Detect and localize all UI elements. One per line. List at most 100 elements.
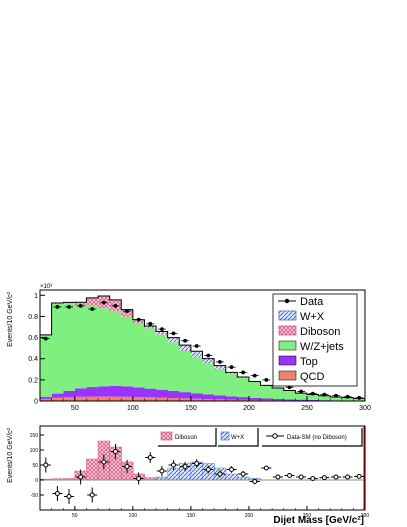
legend-label-wx-small: W+X <box>231 435 244 441</box>
x-tick-label: 250 <box>303 513 312 519</box>
legend-entry-diboson: Diboson <box>278 325 340 338</box>
difference-point <box>54 491 60 496</box>
legend-label-top: Top <box>300 356 318 368</box>
wx-bar <box>190 351 203 358</box>
qcd-bar <box>190 398 203 401</box>
legend-entry-qcd: QCD <box>278 370 325 383</box>
main-y-exponent: ×10³ <box>40 284 52 290</box>
diboson-bar <box>167 341 180 343</box>
data-point <box>113 303 118 308</box>
difference-bars <box>39 440 366 481</box>
difference-point <box>345 474 351 480</box>
wzjets-bar <box>144 328 157 389</box>
main-y-axis: 0 0.2 0.4 0.6 0.8 1 <box>28 293 45 406</box>
wzjets-bar <box>272 388 285 399</box>
diboson-bar <box>156 334 168 335</box>
data-point <box>136 317 141 322</box>
main-panel: 50 100 150 200 250 300 0 0.2 0.4 0.6 0.8 1 ×10³ Ev… <box>7 284 371 412</box>
qcd-bar <box>74 396 87 401</box>
wzjets-bar <box>202 363 215 395</box>
top-bar <box>98 386 110 397</box>
wzjets-bar <box>179 350 192 393</box>
wx-bar <box>225 473 238 481</box>
top-bar <box>132 387 145 397</box>
difference-point <box>229 467 235 472</box>
qcd-bar <box>214 399 227 401</box>
qcd-bar <box>86 396 99 401</box>
top-bar <box>260 398 273 401</box>
data-point <box>125 309 129 314</box>
data-point <box>299 389 304 394</box>
top-bar <box>179 392 192 399</box>
main-y-axis-label: Events/10 GeV/c² <box>7 291 14 347</box>
legend-entry-wzjets: W/Z+jets <box>278 340 344 353</box>
legend-label-diboson: Diboson <box>300 326 340 338</box>
difference-point <box>240 471 246 477</box>
qcd-bar <box>202 398 215 401</box>
difference-point <box>159 468 165 474</box>
x-tick-label: 150 <box>187 513 196 519</box>
wzjets-bar <box>74 305 87 389</box>
wzjets-bar <box>109 310 122 386</box>
difference-point <box>194 461 200 466</box>
legend-label-qcd: QCD <box>300 371 325 383</box>
wzjets-bar <box>225 374 238 397</box>
qcd-bar <box>144 397 157 401</box>
difference-panel: 50 100 150 200 250 300 -50 0 50 100 150 Events/10… <box>7 425 370 526</box>
top-bar <box>190 393 203 399</box>
data-point <box>148 321 153 326</box>
legend-entry-wx-small: W+X <box>218 428 259 447</box>
qcd-bar <box>179 398 192 401</box>
top-bar <box>144 388 157 398</box>
main-x-axis: 50 100 150 200 250 300 <box>51 396 371 412</box>
stacked-bars <box>40 296 366 401</box>
data-point <box>241 370 246 375</box>
top-bar <box>86 387 99 397</box>
diboson-bar <box>86 458 99 481</box>
legend-label-wzjets: W/Z+jets <box>300 341 344 353</box>
wzjets-bar <box>190 357 203 394</box>
wzjets-bar <box>167 342 180 391</box>
data-point <box>171 331 176 336</box>
diboson-bar <box>63 302 76 304</box>
x-tick-label: 100 <box>127 405 139 412</box>
difference-point <box>252 479 258 484</box>
data-point <box>357 395 362 400</box>
x-tick-label: 300 <box>361 513 370 519</box>
x-tick-label: 250 <box>301 405 313 412</box>
qcd-bar <box>109 396 122 401</box>
difference-point <box>43 462 49 468</box>
diboson-bar <box>86 298 99 306</box>
legend-entry-diboson-small: Diboson <box>158 428 217 447</box>
top-bar <box>51 393 64 398</box>
y-tick-label: 1 <box>34 293 38 300</box>
difference-point <box>78 474 84 480</box>
difference-legend: Diboson W+X Data-SM (no Diboson) <box>158 428 363 447</box>
difference-y-axis: -50 0 50 100 150 <box>30 433 44 499</box>
difference-point <box>205 467 211 472</box>
qcd-bar <box>167 398 180 401</box>
data-point <box>194 344 199 348</box>
top-bar <box>237 397 250 400</box>
wzjets-bar <box>341 397 354 401</box>
wzjets-bar <box>248 381 261 398</box>
qcd-bar <box>121 396 134 401</box>
difference-point <box>112 449 118 454</box>
top-bar <box>156 389 168 398</box>
top-bar <box>272 398 285 401</box>
difference-point <box>170 462 176 468</box>
mc-total-outline <box>40 295 365 399</box>
top-bar <box>167 390 180 399</box>
legend-entry-wx: W+X <box>278 310 325 323</box>
top-bar <box>248 397 261 401</box>
x-tick-label: 150 <box>185 405 197 412</box>
y-tick-label: 50 <box>32 463 38 469</box>
legend-label-data-small: Data-SM (no Diboson) <box>287 435 347 441</box>
y-tick-label: 150 <box>30 433 39 439</box>
wx-bar <box>225 372 238 374</box>
difference-point <box>287 473 293 478</box>
wx-bar <box>144 325 157 328</box>
data-point <box>345 394 350 399</box>
wx-bar <box>167 337 180 342</box>
